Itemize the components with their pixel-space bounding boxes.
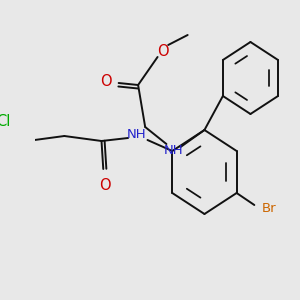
Text: Cl: Cl	[0, 115, 11, 130]
Text: O: O	[157, 44, 169, 59]
Text: O: O	[99, 178, 111, 193]
Text: NH: NH	[127, 128, 147, 140]
Text: Br: Br	[261, 202, 276, 215]
Text: O: O	[100, 74, 112, 88]
Text: NH: NH	[164, 143, 183, 157]
